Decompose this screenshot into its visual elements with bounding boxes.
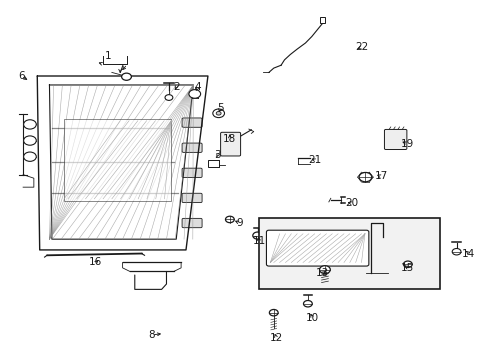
Text: 15: 15 bbox=[401, 263, 414, 273]
Bar bbox=[259, 218, 439, 289]
FancyBboxPatch shape bbox=[182, 143, 202, 152]
Text: 20: 20 bbox=[345, 198, 358, 208]
Circle shape bbox=[403, 261, 411, 267]
Text: 5: 5 bbox=[216, 103, 223, 113]
Circle shape bbox=[23, 120, 36, 129]
Text: 14: 14 bbox=[461, 248, 474, 258]
Circle shape bbox=[23, 136, 36, 145]
Text: 7: 7 bbox=[117, 64, 123, 74]
Text: 1: 1 bbox=[104, 51, 111, 61]
Bar bbox=[207, 160, 218, 167]
FancyBboxPatch shape bbox=[384, 130, 406, 149]
Text: 17: 17 bbox=[374, 171, 387, 181]
Circle shape bbox=[225, 216, 234, 223]
Circle shape bbox=[269, 310, 278, 316]
Text: 13: 13 bbox=[315, 268, 328, 278]
Text: 10: 10 bbox=[305, 313, 319, 323]
Text: 3: 3 bbox=[214, 150, 221, 160]
Text: 8: 8 bbox=[148, 330, 155, 340]
Text: 2: 2 bbox=[173, 82, 179, 92]
FancyBboxPatch shape bbox=[182, 193, 202, 203]
FancyBboxPatch shape bbox=[182, 219, 202, 228]
Text: 22: 22 bbox=[354, 42, 367, 52]
Circle shape bbox=[252, 232, 262, 239]
Circle shape bbox=[358, 172, 371, 182]
Circle shape bbox=[319, 266, 330, 274]
Text: 9: 9 bbox=[236, 218, 243, 228]
Circle shape bbox=[23, 152, 36, 161]
Text: 6: 6 bbox=[18, 71, 24, 81]
Circle shape bbox=[164, 95, 172, 100]
FancyBboxPatch shape bbox=[182, 118, 202, 127]
Circle shape bbox=[188, 90, 200, 98]
Text: 19: 19 bbox=[401, 139, 414, 149]
Bar bbox=[319, 17, 325, 23]
Text: 11: 11 bbox=[252, 236, 265, 246]
FancyBboxPatch shape bbox=[182, 168, 202, 177]
Text: 12: 12 bbox=[269, 333, 282, 343]
Text: 16: 16 bbox=[89, 257, 102, 267]
Text: 18: 18 bbox=[223, 134, 236, 144]
Bar bbox=[64, 119, 171, 201]
Circle shape bbox=[212, 109, 224, 118]
FancyBboxPatch shape bbox=[220, 132, 240, 156]
Text: 4: 4 bbox=[194, 82, 201, 92]
Circle shape bbox=[303, 301, 312, 307]
Circle shape bbox=[122, 73, 131, 80]
Circle shape bbox=[451, 248, 460, 255]
Text: 21: 21 bbox=[308, 155, 321, 165]
FancyBboxPatch shape bbox=[266, 230, 368, 266]
Circle shape bbox=[216, 112, 221, 115]
